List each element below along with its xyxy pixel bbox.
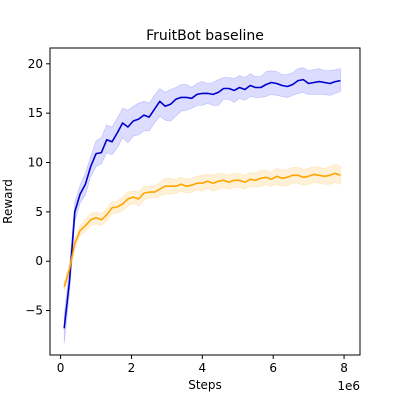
series-0-band [63, 67, 341, 344]
y-tick-label: 15 [28, 106, 43, 120]
series-0-line [63, 78, 341, 329]
x-tick-label: 4 [199, 361, 207, 375]
series-1-band [63, 164, 341, 291]
x-axis-label: Steps [188, 378, 222, 392]
x-tick-label: 6 [269, 361, 277, 375]
series-lines [63, 78, 341, 329]
y-tick-label: 0 [35, 254, 43, 268]
y-tick-label: 5 [35, 205, 43, 219]
y-tick-label: 20 [28, 57, 43, 71]
x-axis-ticks: 0 2 4 6 8 [57, 355, 348, 375]
y-axis-label: Reward [1, 179, 15, 224]
axes-frame [49, 47, 361, 356]
chart-title: FruitBot baseline [146, 28, 264, 44]
y-tick-label: −5 [25, 304, 43, 318]
x-tick-label: 0 [57, 361, 65, 375]
y-tick-label: 10 [28, 156, 43, 170]
confidence-bands [63, 67, 341, 344]
series-1-line [63, 172, 341, 288]
y-axis-ticks: −5 0 5 10 15 20 [25, 57, 50, 318]
x-axis-offset-label: 1e6 [337, 379, 360, 393]
x-tick-label: 8 [340, 361, 348, 375]
x-tick-label: 2 [128, 361, 136, 375]
